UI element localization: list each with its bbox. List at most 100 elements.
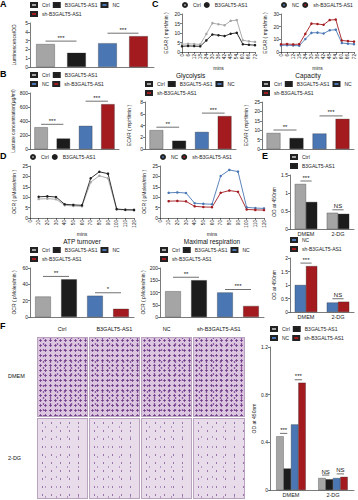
svg-text:OCR ( pMoles/min ): OCR ( pMoles/min ) — [141, 170, 147, 215]
svg-text:15: 15 — [152, 184, 158, 190]
svg-text:***: *** — [302, 257, 310, 263]
svg-text:B3GALT5-AS1: B3GALT5-AS1 — [305, 326, 338, 332]
svg-text:6: 6 — [285, 54, 290, 57]
svg-text:400: 400 — [20, 118, 29, 124]
svg-text:B3GALT5-AS1: B3GALT5-AS1 — [180, 81, 213, 87]
svg-text:60: 60 — [22, 265, 28, 271]
svg-text:100: 100 — [114, 220, 119, 228]
svg-text:5: 5 — [25, 205, 28, 211]
svg-text:OD at 450nm: OD at 450nm — [251, 404, 257, 434]
svg-text:Maximal respiration: Maximal respiration — [184, 238, 241, 246]
svg-text:6: 6 — [140, 111, 143, 117]
svg-text:sh-B3GALT5-AS1: sh-B3GALT5-AS1 — [42, 256, 82, 262]
svg-text:800: 800 — [20, 90, 29, 96]
svg-text:60: 60 — [339, 54, 344, 60]
svg-text:40: 40 — [192, 220, 197, 226]
svg-text:30: 30 — [309, 54, 314, 60]
svg-text:5: 5 — [25, 20, 28, 26]
svg-text:20: 20 — [254, 108, 260, 114]
svg-text:24: 24 — [204, 54, 209, 60]
svg-text:48: 48 — [228, 54, 233, 60]
svg-text:OCR ( pMoles/min ): OCR ( pMoles/min ) — [11, 270, 17, 315]
svg-text:20: 20 — [22, 298, 28, 304]
svg-text:50: 50 — [201, 220, 206, 226]
svg-text:0: 0 — [180, 54, 185, 57]
svg-text:0: 0 — [25, 146, 28, 152]
svg-text:B3GALT5-AS1: B3GALT5-AS1 — [65, 2, 98, 8]
svg-text:120: 120 — [262, 220, 267, 228]
svg-text:OD at 450nm: OD at 450nm — [271, 270, 277, 300]
svg-text:mins: mins — [312, 65, 323, 71]
svg-text:Ctrl: Ctrl — [42, 72, 50, 78]
svg-text:ECAR ( mpH/min ): ECAR ( mpH/min ) — [262, 12, 268, 54]
svg-text:48: 48 — [327, 54, 332, 60]
svg-text:0: 0 — [257, 146, 260, 152]
svg-text:2-DG: 2-DG — [331, 231, 344, 237]
svg-text:0.5: 0.5 — [281, 208, 288, 214]
svg-text:20: 20 — [174, 11, 180, 17]
svg-text:110: 110 — [123, 220, 128, 228]
svg-text:Ctrl: Ctrl — [172, 247, 180, 253]
svg-text:50: 50 — [152, 302, 158, 308]
svg-text:0: 0 — [279, 54, 284, 57]
svg-text:2: 2 — [25, 46, 28, 52]
svg-text:Ctrl: Ctrl — [302, 154, 310, 160]
svg-text:**: ** — [184, 271, 189, 277]
svg-text:NC: NC — [242, 247, 250, 253]
svg-text:OCR ( pMoles/min ): OCR ( pMoles/min ) — [11, 170, 17, 215]
svg-text:10: 10 — [152, 194, 158, 200]
svg-text:30: 30 — [273, 11, 279, 17]
svg-text:NS: NS — [336, 467, 344, 473]
svg-text:100: 100 — [244, 220, 249, 228]
svg-text:0: 0 — [155, 314, 158, 320]
svg-text:12: 12 — [192, 54, 197, 60]
svg-text:40: 40 — [62, 220, 67, 226]
svg-text:B3GALT5-AS1: B3GALT5-AS1 — [63, 154, 96, 160]
svg-text:60: 60 — [80, 220, 85, 226]
svg-text:Capacity: Capacity — [295, 72, 321, 80]
svg-text:100: 100 — [150, 290, 159, 296]
svg-text:2: 2 — [285, 255, 288, 261]
svg-text:mins: mins — [207, 231, 218, 237]
svg-text:***: *** — [327, 109, 335, 115]
svg-text:1.5: 1.5 — [281, 269, 288, 275]
svg-text:Ctrl: Ctrl — [41, 154, 49, 160]
svg-text:sh-B3GALT5-AS1: sh-B3GALT5-AS1 — [192, 154, 232, 160]
svg-text:18: 18 — [198, 54, 203, 60]
svg-text:3: 3 — [25, 38, 28, 44]
svg-text:DMEM: DMEM — [283, 492, 300, 498]
svg-text:Ctrl: Ctrl — [282, 326, 290, 332]
svg-text:15: 15 — [174, 21, 180, 27]
svg-text:sh-B3GALT5-AS1: sh-B3GALT5-AS1 — [313, 2, 353, 8]
svg-text:sh-B3GALT5-AS1: sh-B3GALT5-AS1 — [64, 81, 104, 87]
svg-text:***: *** — [210, 107, 218, 113]
svg-text:5: 5 — [177, 40, 180, 46]
svg-text:0: 0 — [140, 146, 143, 152]
svg-text:600: 600 — [20, 104, 29, 110]
svg-text:30: 30 — [210, 54, 215, 60]
svg-text:10: 10 — [166, 220, 171, 226]
svg-text:60: 60 — [240, 54, 245, 60]
svg-text:10: 10 — [254, 127, 260, 133]
svg-text:70: 70 — [218, 220, 223, 226]
svg-text:NS: NS — [321, 469, 329, 475]
svg-text:B3GALT5-AS1: B3GALT5-AS1 — [65, 72, 98, 78]
svg-text:0: 0 — [158, 220, 163, 223]
svg-text:NC: NC — [344, 81, 352, 87]
svg-text:150: 150 — [150, 277, 159, 283]
svg-text:sh-B3GALT5-AS1: sh-B3GALT5-AS1 — [42, 11, 82, 17]
svg-text:*: * — [107, 286, 110, 292]
svg-text:Ctrl: Ctrl — [42, 247, 50, 253]
svg-text:1: 1 — [285, 282, 288, 288]
svg-text:25: 25 — [22, 163, 28, 169]
svg-text:0: 0 — [265, 487, 268, 493]
svg-text:sh-B3GALT5-AS1: sh-B3GALT5-AS1 — [302, 246, 342, 252]
svg-text:36: 36 — [315, 54, 320, 60]
svg-text:10: 10 — [22, 194, 28, 200]
svg-text:B3GALT5-AS1: B3GALT5-AS1 — [297, 81, 330, 87]
svg-text:***: *** — [302, 175, 310, 181]
svg-text:0.4: 0.4 — [261, 439, 268, 445]
svg-text:20: 20 — [45, 220, 50, 226]
svg-text:42: 42 — [222, 54, 227, 60]
svg-text:18: 18 — [297, 54, 302, 60]
